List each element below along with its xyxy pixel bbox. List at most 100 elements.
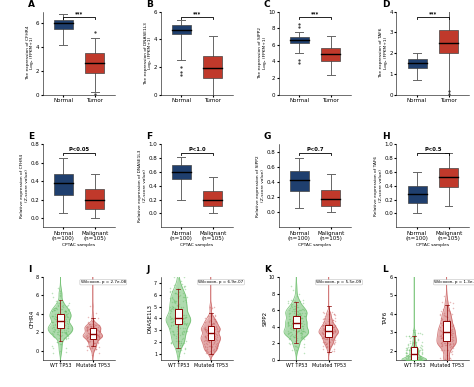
Point — [166, 295, 174, 301]
Point — [415, 354, 423, 361]
Point — [177, 304, 185, 310]
Point — [331, 312, 339, 318]
Point — [409, 351, 417, 358]
Point — [166, 313, 174, 320]
Point — [331, 329, 338, 335]
Point — [175, 337, 183, 344]
Point — [447, 340, 454, 346]
Point — [207, 313, 215, 319]
Point — [63, 303, 71, 310]
Point — [202, 337, 210, 343]
Point — [325, 327, 333, 333]
Bar — [203, 191, 222, 207]
Point — [209, 351, 217, 357]
Bar — [321, 48, 340, 62]
Point — [286, 310, 294, 317]
Point — [63, 311, 71, 317]
Point — [440, 327, 447, 333]
Point — [416, 357, 424, 363]
Point — [444, 357, 451, 363]
Point — [208, 324, 216, 330]
Point — [326, 330, 334, 337]
Point — [175, 289, 183, 295]
Point — [447, 327, 455, 333]
Point — [172, 320, 180, 327]
Point — [203, 332, 211, 338]
Point — [53, 317, 60, 323]
Point — [444, 340, 452, 346]
Point — [416, 357, 423, 363]
Point — [173, 324, 181, 330]
Point — [205, 339, 213, 345]
Point — [329, 317, 337, 323]
Point — [409, 357, 417, 363]
Point — [297, 330, 304, 336]
Point — [174, 293, 182, 300]
Point — [94, 324, 102, 330]
Point — [323, 327, 330, 334]
Point — [176, 320, 184, 327]
Text: A: A — [28, 0, 35, 9]
Bar — [57, 314, 64, 328]
Point — [204, 324, 212, 330]
Point — [65, 300, 73, 306]
Point — [169, 306, 176, 312]
Point — [290, 306, 298, 312]
Point — [331, 322, 338, 328]
Point — [95, 329, 102, 335]
Point — [285, 313, 293, 319]
Point — [321, 313, 329, 319]
Point — [438, 315, 446, 322]
Point — [444, 335, 452, 341]
Point — [179, 315, 187, 321]
Point — [402, 350, 410, 356]
Point — [54, 329, 62, 335]
Point — [285, 310, 293, 316]
Point — [440, 330, 448, 336]
Point — [213, 342, 220, 348]
Point — [172, 298, 180, 304]
Point — [323, 336, 330, 342]
Y-axis label: SIPP2: SIPP2 — [263, 311, 267, 326]
Point — [181, 297, 189, 303]
Point — [56, 293, 64, 299]
Point — [203, 341, 210, 347]
Point — [287, 301, 294, 307]
Point — [55, 317, 63, 324]
Point — [62, 345, 69, 351]
Point — [331, 323, 339, 329]
X-axis label: CPTAC samples: CPTAC samples — [416, 243, 449, 247]
Text: K: K — [264, 265, 271, 274]
Point — [286, 333, 293, 339]
Point — [326, 331, 334, 337]
Point — [300, 329, 308, 335]
Point — [405, 357, 412, 363]
Point — [443, 335, 451, 341]
Point — [50, 328, 58, 334]
Point — [55, 310, 62, 317]
Point — [411, 341, 419, 347]
Point — [403, 357, 410, 363]
Point — [60, 329, 67, 335]
Point — [61, 308, 68, 315]
Point — [203, 344, 211, 350]
Point — [444, 328, 452, 334]
Point — [89, 323, 97, 329]
Point — [447, 357, 455, 363]
Point — [293, 344, 301, 350]
Point — [96, 334, 103, 340]
Point — [328, 329, 336, 336]
Point — [167, 339, 175, 346]
Point — [179, 325, 186, 331]
Point — [211, 312, 219, 319]
Point — [442, 329, 449, 335]
Point — [284, 300, 292, 306]
Point — [291, 319, 299, 325]
Point — [284, 319, 292, 325]
Point — [415, 354, 423, 360]
Point — [83, 337, 91, 343]
Point — [440, 339, 447, 346]
Point — [168, 293, 176, 300]
Point — [90, 340, 98, 346]
Point — [320, 314, 328, 320]
